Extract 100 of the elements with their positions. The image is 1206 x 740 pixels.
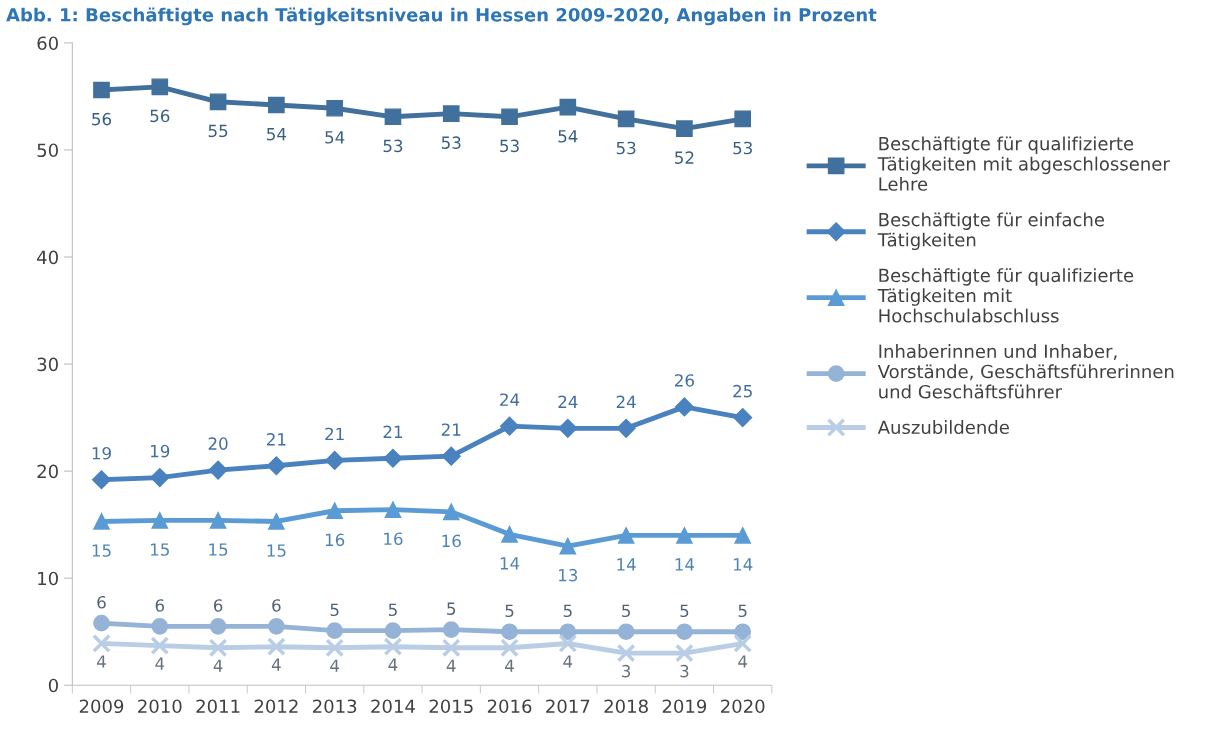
data-label: 4: [563, 655, 573, 668]
x-tick-label: 2012: [254, 699, 298, 714]
point: [501, 108, 518, 126]
data-label: 6: [272, 599, 281, 612]
point: [500, 416, 520, 436]
point: [268, 618, 285, 635]
data-label: 19: [151, 444, 170, 458]
point: [151, 78, 169, 96]
chart-title: Abb. 1: Beschäftigte nach Tätigkeitsniveau in Hessen 2009-2020, Angaben in Prozent: [6, 7, 877, 26]
y-tick-label: 60: [37, 36, 58, 51]
point: [209, 618, 227, 635]
data-label: 54: [267, 128, 287, 141]
y-tick-label: 40: [37, 250, 58, 265]
point: [151, 618, 169, 635]
x-tick-label: 2014: [371, 699, 415, 714]
legend-label: Inhaberinnen und Inhaber, Vorstände, Geschäftsführerinnen und Geschäftsführer: [877, 344, 1174, 399]
data-label: 4: [738, 655, 748, 668]
data-label: 5: [680, 604, 689, 618]
point: [93, 513, 110, 530]
point: [441, 638, 461, 658]
point: [676, 120, 693, 137]
point: [209, 93, 227, 111]
data-label: 6: [213, 599, 223, 612]
data-label: 53: [383, 139, 403, 153]
data-label: 14: [500, 557, 520, 570]
point: [674, 397, 694, 417]
point: [384, 108, 402, 126]
point: [617, 623, 635, 641]
x-tick-label: 2013: [313, 699, 357, 714]
data-label: 4: [505, 659, 514, 672]
y-tick-label: 50: [37, 143, 58, 158]
point: [208, 638, 228, 658]
y-tick-label: 10: [38, 571, 58, 586]
legend-label: Beschäftigte für einfache Tätigkeiten: [877, 212, 1105, 251]
data-label: 20: [208, 437, 228, 450]
point: [326, 502, 343, 520]
point: [733, 408, 753, 428]
x-tick-label: 2009: [79, 699, 124, 714]
data-label: 54: [325, 131, 345, 144]
data-label: 16: [384, 532, 403, 546]
data-label: 25: [733, 384, 752, 398]
data-label: 53: [616, 141, 636, 155]
data-label: 4: [213, 659, 223, 672]
point: [734, 110, 752, 128]
x-tick-label: 2017: [546, 699, 590, 714]
data-label: 13: [559, 568, 578, 582]
point: [326, 622, 343, 639]
point: [383, 448, 403, 468]
x-tick-label: 2010: [138, 699, 182, 714]
data-label: 16: [442, 534, 461, 548]
point: [501, 525, 518, 543]
point: [676, 623, 693, 641]
data-label: 53: [733, 141, 752, 155]
data-label: 5: [330, 603, 339, 617]
point: [558, 634, 578, 653]
data-label: 5: [738, 604, 747, 618]
point: [150, 636, 170, 656]
data-label: 5: [622, 604, 630, 618]
data-label: 4: [330, 659, 340, 672]
point: [616, 418, 636, 438]
data-label: 26: [675, 374, 694, 387]
point: [442, 105, 460, 122]
point: [92, 634, 111, 653]
point: [91, 470, 112, 490]
data-label: 3: [680, 664, 689, 678]
point: [325, 450, 345, 470]
point: [151, 512, 169, 529]
x-tick-label: 2019: [662, 699, 707, 714]
data-label: 21: [441, 423, 461, 436]
data-label: 4: [155, 657, 165, 670]
point: [559, 537, 577, 555]
data-label: 24: [616, 395, 636, 408]
point: [266, 456, 286, 476]
point: [93, 614, 110, 632]
data-label: 52: [675, 151, 694, 164]
data-label: 19: [92, 446, 111, 460]
data-label: 5: [447, 602, 456, 615]
point: [558, 418, 578, 438]
y-tick-label: 0: [48, 678, 58, 693]
x-tick-label: 2015: [429, 699, 473, 714]
point: [733, 634, 753, 653]
point: [617, 110, 635, 128]
x-tick-label: 2011: [196, 699, 240, 714]
data-label: 56: [150, 109, 170, 123]
x-tick-label: 2016: [487, 699, 532, 714]
x-tick-label: 2018: [604, 699, 648, 714]
point: [208, 460, 228, 480]
y-tick-label: 30: [37, 357, 58, 372]
point: [93, 81, 110, 99]
point: [734, 527, 752, 544]
data-label: 53: [500, 139, 519, 153]
data-label: 4: [271, 658, 281, 671]
data-label: 56: [92, 112, 112, 126]
point: [442, 621, 460, 638]
data-label: 6: [97, 595, 106, 609]
data-label: 6: [155, 599, 165, 612]
data-label: 21: [383, 425, 403, 438]
data-label: 14: [733, 558, 753, 571]
data-label: 5: [388, 603, 397, 617]
point: [209, 512, 227, 529]
